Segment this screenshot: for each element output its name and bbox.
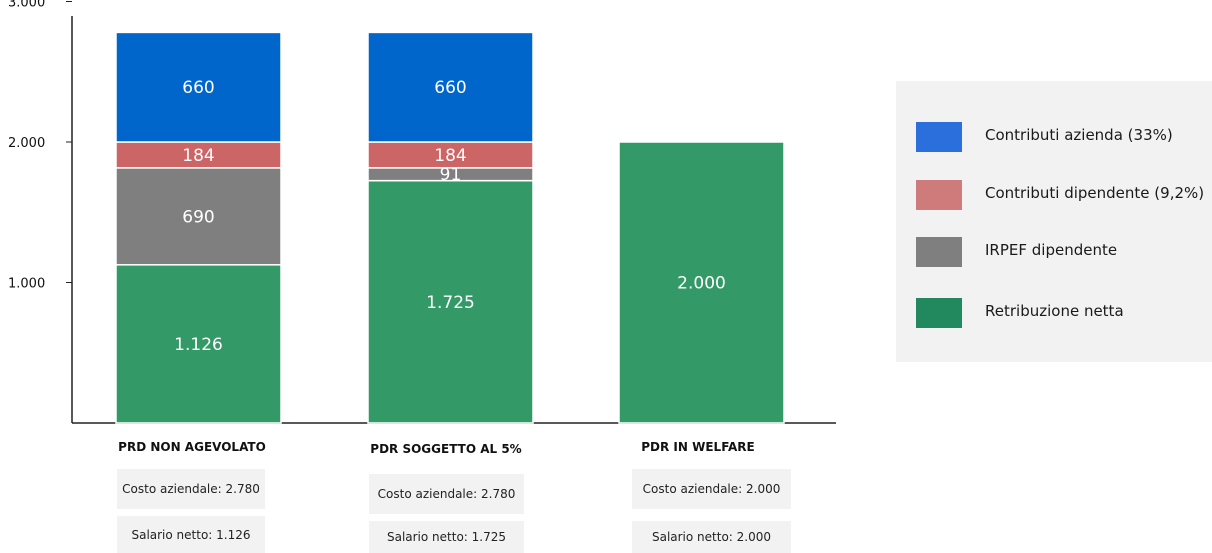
bar-data-label: 660 [434,78,466,98]
cost-box-prd-non-agevolato: Costo aziendale: 2.780 [117,469,265,509]
bar-segment-contributi-azienda-33 [115,31,282,143]
bar-data-label: 1.126 [174,335,223,355]
bar-data-label: 2.000 [677,274,726,294]
stacked-bar-chart: 1.0002.0003.0001.1266901846601.725911846… [8,0,836,424]
bar-data-label: 660 [182,78,214,98]
bar-data-label: 690 [182,207,214,227]
y-tick-label: 3.000 [8,0,45,11]
cost-box-pdr-welfare: Costo aziendale: 2.000 [632,469,791,509]
cost-box-pdr-soggetto: Costo aziendale: 2.780 [369,474,524,514]
legend-label: Contributi dipendente (9,2%) [985,184,1205,202]
bar-segment-contributi-dipendente-9-2 [367,141,534,169]
legend-swatch [916,237,962,267]
bar-data-label: 1.725 [426,293,475,313]
bar-segment-irpef-dipendente [115,167,282,266]
bar-data-label: 91 [440,165,462,185]
salary-box-prd-non-agevolato: Salario netto: 1.126 [117,516,265,553]
legend-label: Contributi azienda (33%) [985,126,1173,144]
legend-swatch [916,180,962,210]
bar-data-label: 184 [434,146,466,166]
legend-label: IRPEF dipendente [985,241,1118,259]
bar-segment-retribuzione-netta [618,141,785,424]
y-tick-label: 1.000 [8,277,45,292]
bar-segment-contributi-azienda-33 [367,31,534,143]
legend-swatch [916,122,962,152]
category-label-pdr-soggetto: PDR SOGGETTO AL 5% [370,442,522,456]
salary-box-pdr-soggetto: Salario netto: 1.725 [369,521,524,553]
legend-swatch [916,298,962,328]
salary-box-pdr-welfare: Salario netto: 2.000 [632,521,791,553]
category-label-prd-non-agevolato: PRD NON AGEVOLATO [118,440,266,454]
legend: Contributi azienda (33%) Contributi dipe… [896,81,1212,362]
bar-data-label: 184 [182,146,214,166]
y-tick-label: 2.000 [8,136,45,151]
bar-segment-retribuzione-netta [115,264,282,424]
category-label-pdr-welfare: PDR IN WELFARE [641,440,755,454]
legend-label: Retribuzione netta [985,302,1124,320]
